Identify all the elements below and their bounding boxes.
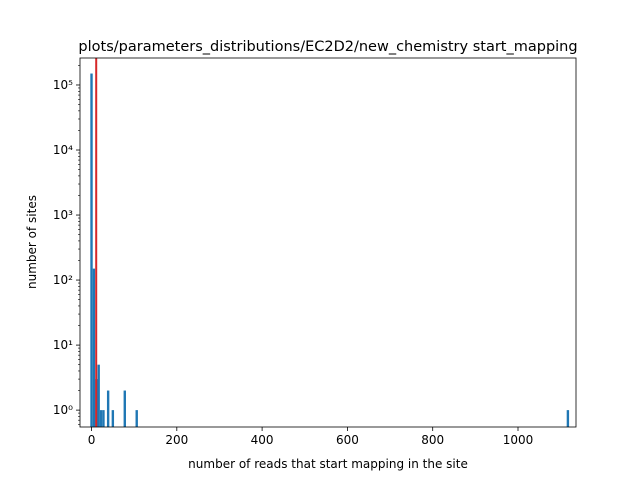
histogram-bar [111, 410, 115, 427]
histogram-bar [135, 410, 138, 427]
y-tick-label: 10⁴ [53, 143, 73, 157]
plot-area [80, 58, 576, 427]
x-tick-label: 1000 [503, 433, 534, 447]
plot-frame [79, 57, 577, 428]
histogram-bar [106, 390, 110, 427]
histogram-bar [97, 364, 100, 427]
y-axis-label: number of sites [25, 195, 39, 289]
histogram-bar [92, 268, 96, 427]
y-tick-label: 10¹ [53, 338, 73, 352]
y-tick-label: 10⁰ [53, 403, 73, 417]
chart-title: plots/parameters_distributions/EC2D2/new… [78, 39, 577, 55]
x-tick-label: 200 [165, 433, 188, 447]
x-tick-label: 400 [251, 433, 274, 447]
x-tick-label: 800 [421, 433, 444, 447]
y-tick-label: 10² [53, 273, 73, 287]
x-tick-label: 600 [336, 433, 359, 447]
histogram-bar [123, 390, 126, 427]
x-axis-label: number of reads that start mapping in th… [188, 457, 468, 471]
histogram-bar [99, 410, 103, 427]
y-axis-ticks: 10⁰ 10¹ 10² 10³ 10⁴ 10⁵ [53, 65, 80, 425]
y-tick-label: 10³ [53, 208, 73, 222]
x-tick-label: 0 [88, 433, 96, 447]
histogram-bar [566, 410, 570, 427]
y-tick-label: 10⁵ [53, 78, 73, 92]
x-axis-ticks: 0 200 400 600 800 1000 [88, 427, 534, 447]
histogram-bar [102, 410, 105, 427]
histogram-bar [90, 73, 93, 427]
